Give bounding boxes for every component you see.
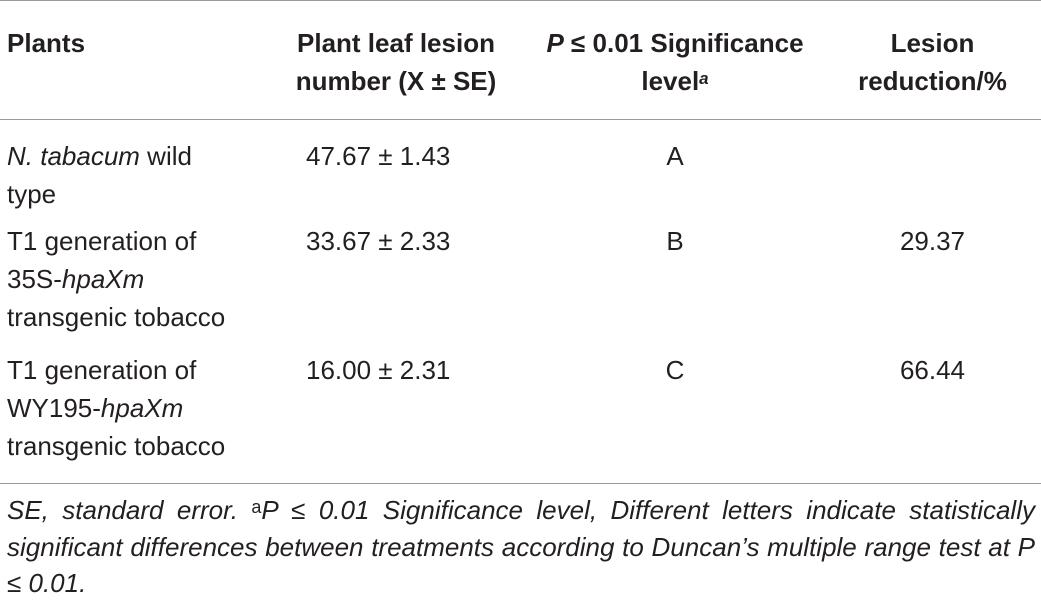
- reduction-cell: [824, 120, 1041, 221]
- plant-promoter: 35S-: [7, 264, 62, 294]
- table-row: T1 generation of WY195-hpaXm transgenic …: [0, 343, 1041, 484]
- header-row: Plants Plant leaf lesion number (X ± SE)…: [0, 0, 1041, 120]
- table-body: N. tabacum wild type 47.67 ± 1.43 A T1 g…: [0, 120, 1041, 484]
- table-row: T1 generation of 35S-hpaXm transgenic to…: [0, 220, 1041, 343]
- table-footnote: SE, standard error. aP ≤ 0.01 Significan…: [7, 492, 1035, 602]
- header-significance-superscript: a: [699, 69, 709, 88]
- header-significance: P ≤ 0.01 Significance levela: [524, 0, 824, 120]
- plant-cell: T1 generation of WY195-hpaXm transgenic …: [0, 343, 262, 484]
- plant-name-line1: T1 generation of: [7, 226, 197, 256]
- table-row: N. tabacum wild type 47.67 ± 1.43 A: [0, 120, 1041, 221]
- header-reduction-line1: Lesion: [890, 28, 975, 58]
- header-plants: Plants: [0, 0, 262, 120]
- header-significance-threshold: ≤ 0.01 Significance: [571, 28, 804, 58]
- lesion-number-cell: 47.67 ± 1.43: [306, 141, 451, 171]
- header-lesion-reduction: Lesion reduction/%: [824, 0, 1041, 120]
- header-lesion-number-line1: Plant leaf lesion: [297, 28, 495, 58]
- plant-cell: T1 generation of 35S-hpaXm transgenic to…: [0, 220, 262, 343]
- reduction-cell: 66.44: [899, 355, 966, 385]
- plant-name-rest: wild: [139, 141, 192, 171]
- reduction-cell: 29.37: [899, 226, 966, 256]
- header-significance-p: P: [546, 28, 564, 58]
- table-header: Plants Plant leaf lesion number (X ± SE)…: [0, 0, 1041, 120]
- plant-name-line1: T1 generation of: [7, 355, 197, 385]
- plant-name-line3: transgenic tobacco: [7, 431, 226, 461]
- header-significance-line2: level: [641, 66, 700, 96]
- plant-name-line3: transgenic tobacco: [7, 302, 226, 332]
- significance-cell: A: [666, 141, 684, 171]
- results-table: Plants Plant leaf lesion number (X ± SE)…: [0, 0, 1041, 484]
- plant-species-name: N. tabacum: [7, 141, 140, 171]
- footnote-abbreviation: SE, standard error.: [7, 495, 252, 525]
- header-reduction-line2: reduction/%: [858, 66, 1007, 96]
- header-plants-label: Plants: [7, 28, 86, 58]
- plant-cell: N. tabacum wild type: [0, 120, 262, 221]
- plant-promoter: WY195-: [7, 393, 101, 423]
- significance-cell: C: [665, 355, 685, 385]
- header-lesion-number: Plant leaf lesion number (X ± SE): [262, 0, 524, 120]
- header-lesion-number-line2: number (X ± SE): [295, 66, 497, 96]
- lesion-number-cell: 16.00 ± 2.31: [306, 355, 451, 385]
- footnote-text: P ≤ 0.01 Significance level, Different l…: [7, 495, 1035, 598]
- plant-gene-name: hpaXm: [61, 264, 145, 294]
- significance-cell: B: [666, 226, 684, 256]
- footnote-superscript: a: [251, 497, 262, 517]
- plant-name-line2: type: [7, 179, 57, 209]
- lesion-number-cell: 33.67 ± 2.33: [306, 226, 451, 256]
- plant-gene-name: hpaXm: [100, 393, 184, 423]
